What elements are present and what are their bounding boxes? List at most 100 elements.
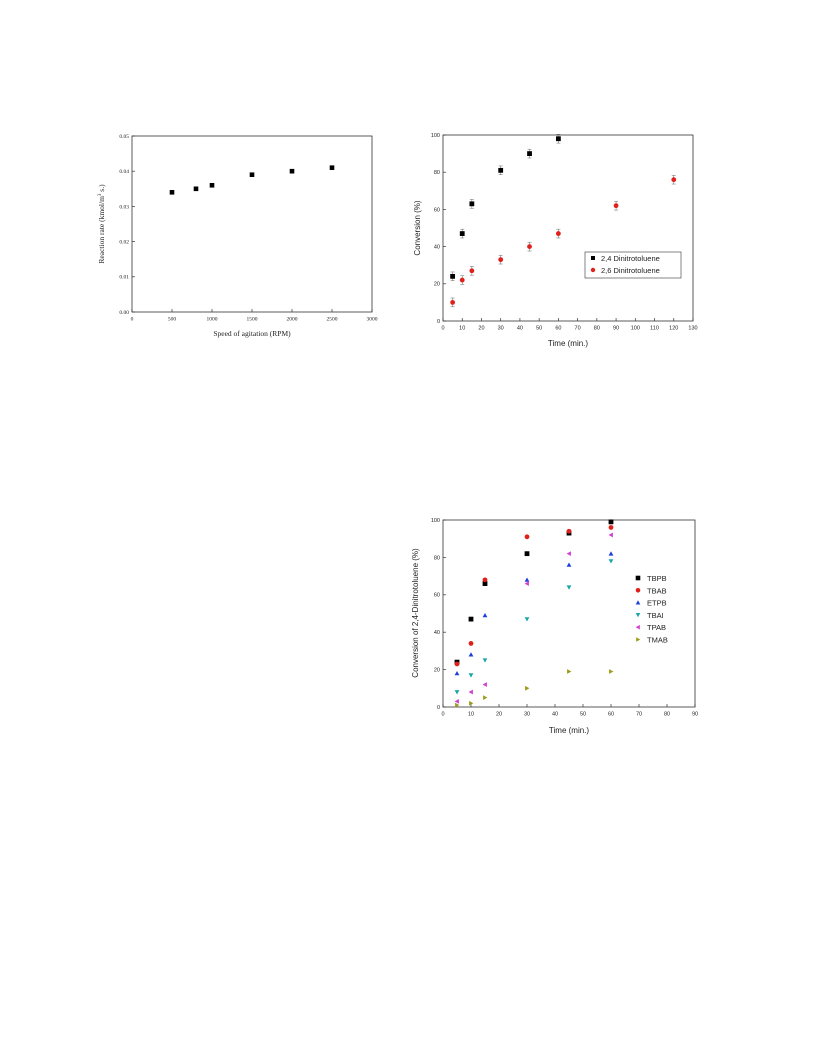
legend-marker-tmab bbox=[636, 637, 641, 642]
data-point-series-1 bbox=[555, 231, 561, 236]
legend-label-etpb: ETPB bbox=[647, 599, 667, 608]
x-tick-label: 0 bbox=[441, 712, 444, 718]
data-point-series-5 bbox=[455, 702, 460, 708]
y-tick-label: 0.02 bbox=[119, 240, 129, 246]
data-point-series-1 bbox=[498, 257, 504, 263]
data-points bbox=[450, 134, 677, 308]
x-tick-label: 1000 bbox=[207, 317, 218, 323]
data-point-series-2 bbox=[468, 652, 474, 657]
x-axis-label: Time (min.) bbox=[549, 726, 589, 735]
data-point-series-4 bbox=[608, 532, 613, 538]
data-point-series-4 bbox=[454, 698, 459, 704]
y-tick-label: 60 bbox=[434, 207, 440, 213]
y-axis-ticks: 0 20 40 60 80 100 bbox=[431, 133, 446, 325]
y-tick-label: 0 bbox=[437, 705, 440, 711]
x-axis-label: Speed of agitation (RPM) bbox=[213, 329, 291, 338]
legend-marker-tbab bbox=[635, 588, 641, 593]
x-tick-label: 60 bbox=[608, 712, 614, 718]
data-point-series-0 bbox=[524, 551, 530, 557]
data-point-series-5 bbox=[469, 700, 474, 706]
data-point-series-4 bbox=[524, 581, 529, 586]
y-tick-label: 0.01 bbox=[119, 275, 129, 281]
x-axis-ticks: 0 500 1000 1500 2000 2500 3000 bbox=[131, 309, 378, 323]
plot-frame bbox=[442, 519, 696, 708]
x-tick-label: 50 bbox=[536, 326, 542, 332]
x-tick-label: 10 bbox=[459, 326, 465, 332]
data-point-series-1 bbox=[459, 277, 465, 283]
data-point-series-0 bbox=[289, 168, 295, 174]
y-tick-label: 0.05 bbox=[119, 134, 129, 140]
x-tick-label: 2000 bbox=[287, 317, 298, 323]
data-point-series-1 bbox=[613, 203, 619, 209]
data-point-series-2 bbox=[608, 551, 614, 556]
legend-label-tbpb: TBPB bbox=[647, 574, 667, 583]
legend: 2,4 Dinitrotoluene 2,6 Dinitrotoluene bbox=[584, 251, 682, 279]
data-point-series-3 bbox=[482, 658, 488, 663]
x-tick-label: 60 bbox=[555, 326, 561, 332]
x-tick-label: 110 bbox=[650, 326, 659, 332]
legend-marker-tpab bbox=[635, 624, 640, 630]
legend-box bbox=[584, 251, 682, 279]
plot-area: 0 20 40 60 80 100 0 10 20 30 40 50 60 70 80 90 bbox=[431, 518, 698, 718]
data-point-series-1 bbox=[524, 534, 530, 540]
data-point-series-0 bbox=[450, 273, 456, 279]
data-point-series-2 bbox=[566, 562, 572, 567]
conversion-time-chart: 0 20 40 60 80 100 0 10 20 30 40 50 60 70 80 90 100 110 12… bbox=[413, 133, 698, 348]
x-tick-label: 0 bbox=[131, 317, 134, 323]
data-point-series-2 bbox=[524, 577, 530, 582]
y-tick-label: 80 bbox=[434, 170, 440, 176]
y-tick-label: 40 bbox=[434, 245, 440, 251]
data-point-series-2 bbox=[454, 670, 460, 676]
y-tick-label: 0.00 bbox=[119, 310, 129, 316]
legend: TBPB TBAB ETPB TBAI TPAB TMAB bbox=[635, 574, 668, 645]
data-point-series-1 bbox=[671, 177, 677, 183]
x-tick-label: 500 bbox=[168, 317, 177, 323]
legend-marker-etpb bbox=[635, 600, 641, 605]
data-point-series-1 bbox=[468, 641, 474, 646]
x-tick-label: 0 bbox=[441, 326, 444, 332]
data-point-series-3 bbox=[468, 673, 474, 678]
x-tick-label: 20 bbox=[478, 326, 484, 332]
x-tick-label: 70 bbox=[575, 326, 581, 332]
reaction-rate-chart: 0.00 0.01 0.02 0.03 0.04 0.05 0 500 1000 1500 200… bbox=[97, 134, 378, 338]
x-tick-label: 50 bbox=[580, 712, 586, 718]
x-tick-label: 80 bbox=[664, 712, 670, 718]
y-tick-label: 80 bbox=[434, 555, 440, 561]
data-point-series-1 bbox=[450, 300, 456, 305]
data-point-series-1 bbox=[566, 528, 572, 534]
y-tick-label: 0.04 bbox=[119, 169, 129, 175]
x-tick-label: 100 bbox=[631, 326, 640, 332]
data-point-series-4 bbox=[482, 682, 487, 687]
x-tick-label: 10 bbox=[468, 712, 474, 718]
y-axis-ticks: 0.00 0.01 0.02 0.03 0.04 0.05 bbox=[119, 134, 135, 316]
x-axis-ticks: 0 10 20 30 40 50 60 70 80 90 100 110 120 130 bbox=[441, 318, 698, 332]
data-point-series-0 bbox=[555, 136, 561, 142]
x-tick-label: 70 bbox=[636, 712, 642, 718]
data-point-series-0 bbox=[329, 165, 335, 170]
data-point-series-5 bbox=[567, 669, 572, 674]
data-point-series-3 bbox=[608, 559, 614, 564]
plot-area: 0.00 0.01 0.02 0.03 0.04 0.05 0 500 1000 1500 200… bbox=[119, 134, 377, 323]
data-point-series-3 bbox=[566, 585, 572, 590]
legend-label-2-4: 2,4 Dinitrotoluene bbox=[601, 254, 660, 263]
catalyst-conversion-chart: 0 20 40 60 80 100 0 10 20 30 40 50 60 70 80 90 TBPB TBA… bbox=[411, 518, 698, 735]
x-axis-label: Time (min.) bbox=[548, 339, 588, 348]
data-point-series-5 bbox=[483, 695, 488, 701]
data-point-series-0 bbox=[193, 186, 199, 192]
data-point-series-4 bbox=[468, 689, 473, 695]
y-tick-label: 0.03 bbox=[119, 204, 129, 210]
y-axis-label: Reaction rate (kmol/m3 s.) bbox=[97, 184, 106, 264]
data-point-series-0 bbox=[459, 231, 465, 236]
data-point-series-0 bbox=[468, 616, 474, 622]
data-point-series-1 bbox=[482, 577, 488, 583]
x-tick-label: 3000 bbox=[367, 317, 378, 323]
legend-marker-tbai bbox=[635, 613, 641, 618]
y-tick-label: 100 bbox=[431, 518, 440, 524]
data-point-series-1 bbox=[527, 244, 532, 249]
x-tick-label: 30 bbox=[524, 712, 530, 718]
legend-marker-tbpb bbox=[635, 575, 641, 581]
y-tick-label: 100 bbox=[431, 133, 440, 139]
legend-marker-2-6 bbox=[590, 267, 596, 273]
y-tick-label: 20 bbox=[434, 282, 440, 288]
plot-frame bbox=[131, 135, 373, 313]
